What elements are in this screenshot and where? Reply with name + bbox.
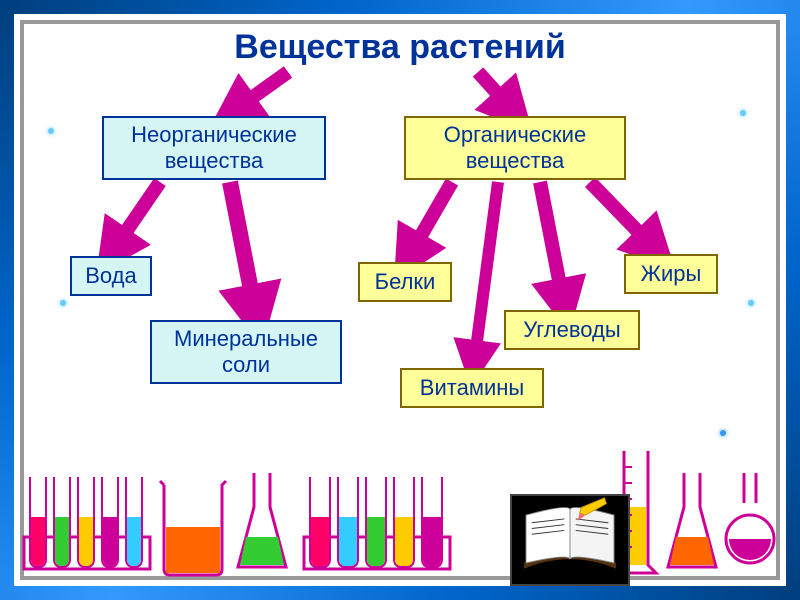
- labware-beaker: [158, 477, 228, 582]
- node-fats: Жиры: [624, 254, 718, 294]
- book-icon: [510, 494, 630, 586]
- labware-rack-tubes: [302, 467, 452, 582]
- node-water: Вода: [70, 256, 152, 296]
- node-carbs: Углеводы: [504, 310, 640, 350]
- snowdot: [720, 430, 726, 436]
- labware-shelf: [22, 442, 778, 582]
- labware-rack-tubes: [22, 467, 152, 582]
- snowdot: [60, 300, 66, 306]
- snowdot: [48, 128, 54, 134]
- labware-flask: [232, 467, 292, 582]
- snowdot: [740, 110, 746, 116]
- node-proteins: Белки: [358, 262, 452, 302]
- diagram-title: Вещества растений: [0, 28, 800, 67]
- node-minerals: Минеральные соли: [150, 320, 342, 384]
- node-inorganic: Неорганические вещества: [102, 116, 326, 180]
- labware-flask: [662, 467, 722, 582]
- node-organic: Органические вещества: [404, 116, 626, 180]
- labware-round-flask: [722, 467, 778, 582]
- node-vitamins: Витамины: [400, 368, 544, 408]
- snowdot: [748, 300, 754, 306]
